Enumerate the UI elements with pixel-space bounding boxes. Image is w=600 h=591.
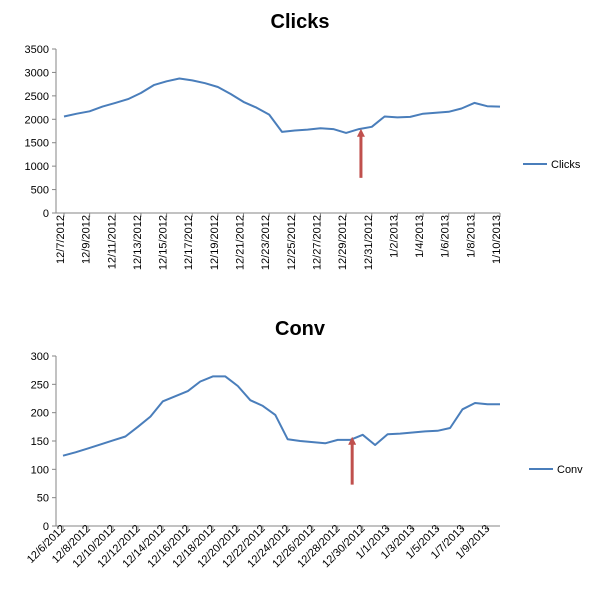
clicks-series-line bbox=[63, 77, 501, 134]
clicks-y-tick-label: 2500 bbox=[25, 91, 49, 103]
clicks-y-tick-label: 3000 bbox=[25, 67, 49, 79]
clicks-x-tick-label: 12/27/2012 bbox=[311, 215, 323, 270]
clicks-x-tick-label: 12/19/2012 bbox=[209, 215, 221, 270]
clicks-x-tick-label: 1/4/2013 bbox=[414, 215, 426, 258]
conv-legend: Conv bbox=[529, 464, 583, 476]
clicks-x-tick-label: 12/7/2012 bbox=[55, 215, 67, 264]
conv-chart-title: Conv bbox=[275, 318, 326, 340]
clicks-x-tick-label: 12/29/2012 bbox=[337, 215, 349, 270]
clicks-legend-label: Clicks bbox=[551, 159, 581, 171]
clicks-y-tick-label: 1500 bbox=[25, 138, 49, 150]
conv-y-tick-label: 150 bbox=[31, 436, 49, 448]
clicks-x-tick-label: 12/21/2012 bbox=[235, 215, 247, 270]
conv-y-tick-label: 50 bbox=[37, 493, 49, 505]
clicks-x-tick-label: 12/25/2012 bbox=[286, 215, 298, 270]
clicks-x-tick-label: 12/11/2012 bbox=[106, 215, 118, 269]
clicks-x-tick-label: 1/6/2013 bbox=[440, 215, 452, 258]
conv-y-tick-label: 0 bbox=[43, 521, 49, 533]
clicks-x-tick-label: 12/13/2012 bbox=[132, 215, 144, 270]
clicks-x-tick-label: 1/10/2013 bbox=[491, 215, 503, 264]
conv-y-tick-label: 250 bbox=[31, 379, 49, 391]
clicks-x-tick-label: 12/17/2012 bbox=[183, 215, 195, 270]
clicks-y-tick-label: 2000 bbox=[25, 114, 49, 126]
clicks-chart: Clicks 0 500 1000 1500 2000 2500 3000 3500 12/7… bbox=[25, 11, 581, 270]
clicks-legend: Clicks bbox=[523, 159, 581, 171]
clicks-y-tick-label: 0 bbox=[43, 208, 49, 220]
clicks-y-tick-label: 500 bbox=[31, 185, 49, 197]
clicks-x-tick-label: 12/31/2012 bbox=[363, 215, 375, 270]
conv-y-tick-label: 100 bbox=[31, 464, 49, 476]
clicks-x-tick-label: 12/23/2012 bbox=[260, 215, 272, 270]
clicks-x-tick-label: 12/15/2012 bbox=[158, 215, 170, 270]
clicks-x-tick-label: 1/8/2013 bbox=[465, 215, 477, 258]
clicks-x-tick-label: 12/9/2012 bbox=[81, 215, 93, 264]
conv-series-line bbox=[62, 375, 500, 457]
conv-y-tick-label: 200 bbox=[31, 408, 49, 420]
conv-y-tick-label: 300 bbox=[31, 351, 49, 363]
conv-legend-label: Conv bbox=[557, 464, 583, 476]
clicks-y-tick-label: 1000 bbox=[25, 161, 49, 173]
clicks-chart-title: Clicks bbox=[271, 11, 330, 33]
clicks-y-tick-label: 3500 bbox=[25, 44, 49, 56]
clicks-x-tick-label: 1/2/2013 bbox=[388, 215, 400, 258]
